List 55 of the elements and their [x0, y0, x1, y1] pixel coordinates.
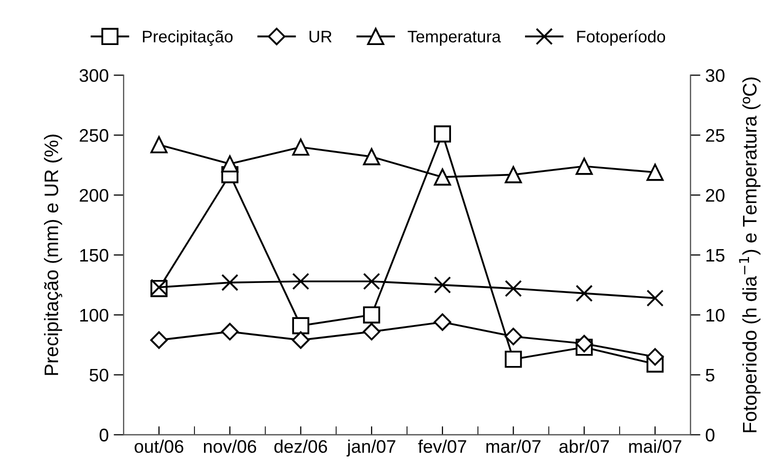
y2-tick-label: 15	[706, 249, 724, 262]
x-tick-label: fev/07	[418, 440, 466, 453]
x-tick-label: dez/06	[274, 440, 328, 453]
y-tick-label: 150	[80, 248, 108, 262]
point	[150, 331, 168, 349]
point	[504, 350, 522, 368]
y2-tick-label: 5	[706, 368, 714, 382]
point	[362, 322, 380, 340]
x-tick-label: nov/06	[204, 440, 256, 453]
y2-tick-label: 0	[706, 428, 714, 442]
point	[292, 317, 310, 334]
y2-tick-label: 20	[706, 188, 724, 202]
point	[576, 284, 593, 302]
point	[504, 328, 522, 346]
y-tick-label: 50	[90, 368, 108, 382]
point	[292, 138, 310, 156]
point	[434, 168, 452, 186]
point	[221, 155, 238, 172]
y2-tick-label: 30	[706, 69, 724, 82]
point	[363, 306, 380, 324]
point	[221, 274, 238, 292]
point	[292, 331, 310, 349]
y-tick-label: 300	[80, 69, 108, 82]
point	[576, 158, 593, 175]
point	[150, 136, 168, 154]
legend-label: Precipitação	[142, 30, 233, 46]
y-tick-label: 250	[80, 129, 108, 142]
point	[646, 164, 664, 181]
point	[221, 322, 239, 340]
point	[504, 280, 522, 298]
x-tick-label: abr/07	[559, 440, 609, 453]
point	[363, 148, 380, 166]
point	[292, 272, 310, 290]
point	[434, 276, 452, 294]
y-tick-label: 200	[80, 188, 108, 202]
point	[434, 125, 452, 142]
y-tick-label: 100	[80, 308, 108, 322]
point	[575, 334, 593, 352]
x-tick-label: mar/07	[486, 440, 541, 453]
y-tick-label: 0	[100, 428, 108, 442]
legend-label: UR	[310, 30, 332, 42]
y2-axis-title: Fotoperiodo (h dia$^{−1}$) e Temperatura (ºC)	[739, 77, 760, 432]
point	[504, 166, 522, 184]
point	[434, 313, 452, 331]
legend-label: Fotoperíodo	[577, 30, 666, 46]
point	[363, 272, 380, 290]
y2-tick-label: 10	[706, 308, 724, 322]
legend-label: Temperatura	[408, 30, 501, 46]
point	[646, 290, 664, 307]
x-tick-label: out/06	[134, 440, 184, 453]
x-tick-label: mai/07	[629, 440, 682, 453]
y2-tick-label: 25	[706, 129, 724, 142]
x-tick-label: jan/07	[346, 440, 396, 456]
point	[646, 348, 664, 366]
y-axis-title: Precipitação (mm) e UR (%)	[44, 134, 62, 375]
